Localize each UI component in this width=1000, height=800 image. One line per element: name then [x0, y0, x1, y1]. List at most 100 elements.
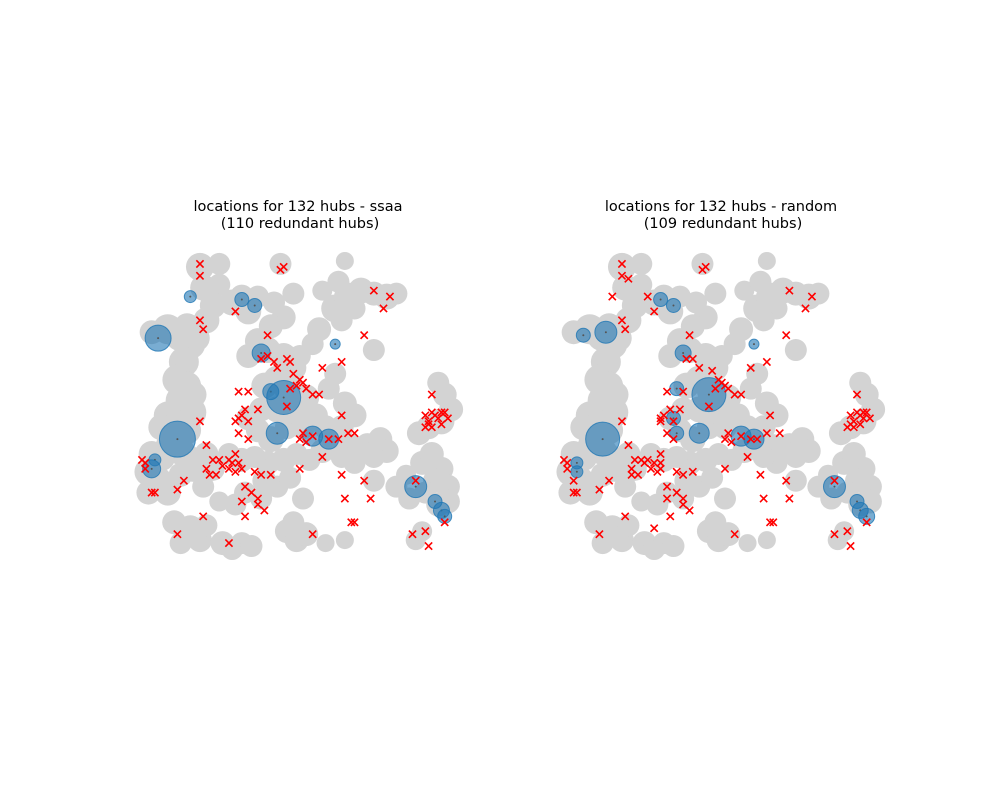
redundant-hub-marker	[685, 331, 694, 340]
redundant-hub-marker	[334, 434, 343, 444]
redundant-hub-marker	[649, 524, 659, 533]
hub-center-point	[575, 470, 578, 473]
redundant-hub-marker	[782, 476, 791, 485]
redundant-hub-marker	[563, 458, 572, 468]
node-point	[192, 475, 215, 498]
hub-center-point	[434, 500, 437, 503]
redundant-hub-marker	[569, 476, 578, 485]
redundant-hub-marker	[765, 518, 775, 527]
redundant-hub-marker	[141, 464, 150, 474]
node-point	[412, 521, 433, 542]
redundant-hub-marker	[617, 259, 627, 269]
redundant-hub-marker	[807, 292, 817, 301]
hub-center-point	[752, 343, 755, 346]
redundant-hub-marker	[865, 414, 875, 423]
node-point	[307, 317, 332, 342]
redundant-hub-marker	[240, 512, 250, 521]
node-point	[292, 487, 314, 510]
node-point	[362, 469, 385, 492]
redundant-hub-marker	[308, 390, 317, 399]
redundant-hub-marker	[830, 476, 839, 485]
node-point	[622, 456, 647, 481]
redundant-hub-marker	[147, 488, 156, 497]
redundant-hub-marker	[672, 488, 681, 497]
redundant-hub-marker	[292, 381, 301, 390]
node-point	[784, 339, 807, 362]
redundant-hub-marker	[846, 411, 855, 420]
redundant-hub-marker	[701, 262, 710, 272]
redundant-hub-marker	[237, 497, 246, 506]
redundant-hub-marker	[843, 423, 852, 432]
node-point	[558, 480, 583, 505]
redundant-hub-marker	[347, 518, 356, 527]
redundant-hub-marker	[408, 530, 417, 539]
redundant-hub-marker	[846, 541, 855, 551]
redundant-hub-marker	[237, 464, 246, 474]
redundant-hub-marker	[231, 467, 240, 476]
redundant-hub-marker	[253, 500, 263, 509]
redundant-hub-marker	[205, 470, 214, 479]
redundant-hub-marker	[730, 530, 739, 539]
node-point	[234, 481, 257, 504]
redundant-hub-marker	[360, 476, 369, 485]
node-point	[330, 445, 353, 468]
subplot-title-line1: locations for 132 hubs - random	[605, 199, 837, 215]
redundant-hub-marker	[617, 417, 627, 426]
redundant-hub-marker	[688, 467, 697, 476]
node-point	[757, 251, 776, 270]
redundant-hub-marker	[173, 485, 182, 494]
redundant-hub-marker	[224, 464, 234, 474]
node-point	[591, 532, 614, 555]
redundant-hub-marker	[707, 366, 717, 375]
redundant-hub-marker	[195, 271, 205, 280]
hub-center-point	[189, 295, 192, 298]
redundant-hub-marker	[695, 363, 704, 373]
redundant-hub-marker	[302, 437, 311, 447]
hub-center-point	[176, 438, 179, 441]
redundant-hub-marker	[360, 331, 369, 340]
redundant-hub-marker	[852, 390, 862, 399]
redundant-hub-marker	[762, 357, 772, 367]
redundant-hub-marker	[730, 390, 739, 399]
redundant-hub-marker	[314, 390, 324, 399]
redundant-hub-marker	[260, 506, 269, 515]
redundant-hub-marker	[662, 494, 672, 503]
redundant-hub-marker	[753, 434, 762, 444]
hub-center-point	[659, 298, 662, 301]
node-point	[317, 377, 340, 400]
redundant-hub-marker	[608, 292, 617, 301]
node-point	[704, 511, 727, 534]
redundant-hub-marker	[862, 518, 871, 527]
hub-center-point	[276, 432, 279, 435]
redundant-hub-marker	[285, 384, 295, 393]
hub-center-point	[150, 467, 153, 470]
redundant-hub-marker	[785, 494, 794, 503]
redundant-hub-marker	[253, 494, 263, 503]
hub-center-point	[707, 393, 710, 396]
redundant-hub-marker	[250, 467, 259, 476]
hub-center-point	[601, 438, 604, 441]
redundant-hub-marker	[421, 411, 430, 420]
redundant-hub-marker	[649, 458, 659, 468]
node-point	[738, 534, 757, 553]
redundant-hub-marker	[424, 417, 433, 426]
redundant-hub-marker	[244, 387, 253, 396]
node-point	[614, 475, 637, 498]
redundant-hub-marker	[282, 402, 292, 411]
redundant-hub-marker	[440, 408, 449, 417]
redundant-hub-marker	[318, 363, 327, 373]
redundant-hub-marker	[215, 455, 224, 465]
hub-center-point	[752, 438, 755, 441]
redundant-hub-marker	[604, 476, 614, 485]
hub-center-point	[675, 432, 678, 435]
redundant-hub-marker	[621, 512, 630, 521]
node-point	[630, 252, 653, 275]
redundant-hub-marker	[656, 449, 665, 459]
redundant-hub-marker	[859, 414, 868, 423]
redundant-hub-marker	[256, 470, 266, 479]
subplot-title-line2: (110 redundant hubs)	[221, 216, 379, 232]
redundant-hub-marker	[627, 470, 636, 479]
redundant-hub-marker	[569, 488, 578, 497]
redundant-hub-marker	[633, 470, 643, 479]
